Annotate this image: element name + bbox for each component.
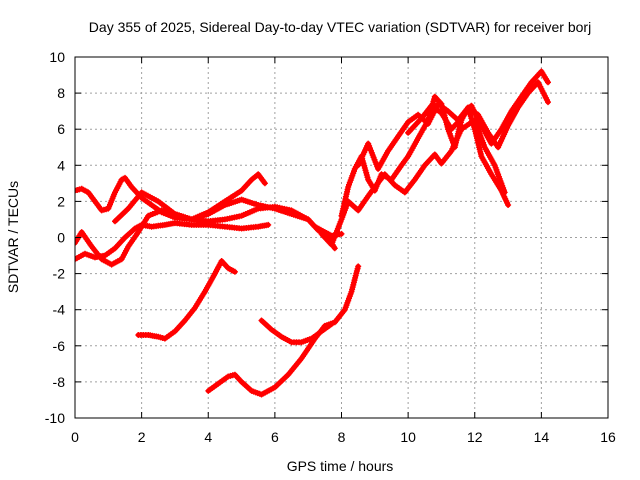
series-track-2 [75,171,268,268]
x-tick-label: 14 [534,429,550,445]
series-layer [75,68,551,398]
series-track-3 [75,220,272,263]
x-tick-label: 16 [600,429,616,445]
chart-title: Day 355 of 2025, Sidereal Day-to-day VTE… [89,19,591,35]
series-track-5 [135,258,238,342]
x-tick-label: 6 [271,429,279,445]
y-tick-label: -6 [53,338,66,354]
x-tick-label: 4 [204,429,212,445]
series-track-11 [405,68,551,147]
y-axis-label: SDTVAR / TECUs [5,181,21,293]
y-tick-label: -8 [53,374,66,390]
data-point [261,180,268,187]
data-point [545,79,551,86]
y-tick-label: 0 [57,230,65,246]
y-tick-label: -10 [45,410,65,426]
series-track-7 [258,317,335,346]
y-tick-label: 8 [57,85,65,101]
data-point [75,239,78,246]
y-tick-label: 4 [57,157,65,173]
y-tick-label: -2 [53,266,66,282]
y-tick-label: 10 [49,49,65,65]
series-track-6 [205,263,362,398]
y-tick-label: 2 [57,193,65,209]
x-axis-label: GPS time / hours [287,458,394,474]
data-point [265,221,272,228]
x-tick-label: 8 [338,429,346,445]
ticks: 0 2 4 6 8 10 12 14 16 -10 -8 -6 -4 -2 0 2 4 6 8 10 [45,49,616,445]
grid [75,57,608,418]
data-point [338,230,345,237]
y-tick-label: 6 [57,121,65,137]
x-tick-label: 10 [400,429,416,445]
x-tick-label: 2 [138,429,146,445]
x-tick-label: 0 [71,429,79,445]
data-point [355,263,362,270]
x-tick-label: 12 [467,429,483,445]
data-point [331,245,338,252]
series-track-1 [75,174,345,239]
series-track-4 [112,189,338,252]
series-trail [135,258,238,342]
data-point [328,321,335,328]
y-tick-label: -4 [53,302,66,318]
data-point [505,202,512,208]
data-point [545,99,551,106]
data-point [231,268,238,275]
